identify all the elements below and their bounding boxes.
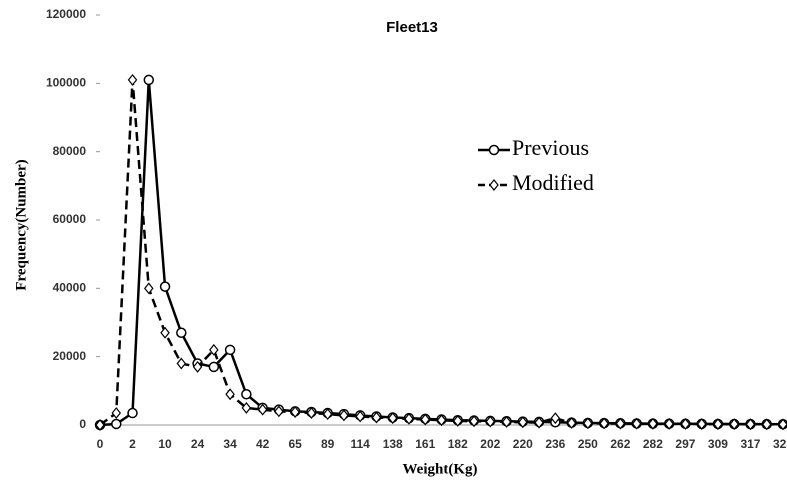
legend-marker bbox=[488, 144, 500, 156]
x-tick-label: 24 bbox=[191, 437, 205, 451]
data-point bbox=[322, 408, 333, 421]
data-point bbox=[501, 415, 512, 428]
data-point bbox=[339, 409, 349, 422]
data-point bbox=[778, 418, 787, 431]
data-point bbox=[159, 281, 171, 292]
x-tick-label: 0 bbox=[97, 437, 104, 451]
x-tick-label: 262 bbox=[610, 437, 630, 451]
y-axis-label: Frequency(Number) bbox=[13, 159, 29, 290]
data-point bbox=[160, 326, 170, 339]
data-point bbox=[224, 344, 236, 356]
data-point bbox=[208, 361, 220, 373]
y-tick-label: 0 bbox=[79, 417, 86, 431]
data-point bbox=[518, 416, 528, 429]
data-point bbox=[761, 418, 772, 431]
data-point bbox=[599, 417, 609, 430]
legend-label: Modified bbox=[512, 170, 594, 195]
data-point bbox=[290, 406, 300, 418]
data-point bbox=[729, 418, 739, 431]
data-point bbox=[176, 357, 187, 370]
data-point bbox=[404, 412, 414, 425]
x-tick-label: 34 bbox=[223, 437, 237, 451]
data-point bbox=[144, 282, 154, 295]
x-tick-label: 323 bbox=[773, 437, 787, 451]
x-tick-label: 236 bbox=[545, 437, 565, 451]
x-tick-label: 138 bbox=[383, 437, 403, 451]
x-tick-label: 89 bbox=[321, 437, 335, 451]
data-point bbox=[176, 327, 187, 338]
data-point bbox=[95, 419, 105, 431]
y-tick-label: 120000 bbox=[46, 7, 86, 21]
data-point bbox=[371, 411, 382, 424]
x-tick-label: 297 bbox=[675, 437, 695, 451]
data-point bbox=[664, 417, 674, 430]
data-point bbox=[680, 418, 691, 430]
x-tick-label: 42 bbox=[256, 437, 270, 451]
x-axis-label: Weight(Kg) bbox=[403, 461, 478, 477]
x-tick-label: 182 bbox=[448, 437, 468, 451]
data-point bbox=[127, 407, 138, 419]
data-point bbox=[485, 415, 496, 428]
data-point bbox=[111, 418, 122, 430]
series-line bbox=[99, 79, 784, 427]
x-tick-label: 65 bbox=[288, 437, 302, 451]
data-point bbox=[257, 403, 268, 416]
data-point bbox=[127, 73, 138, 86]
y-tick-label: 100000 bbox=[46, 76, 86, 90]
data-point bbox=[469, 415, 479, 428]
y-tick-label: 80000 bbox=[53, 144, 87, 158]
x-tick-label: 309 bbox=[708, 437, 728, 451]
data-point bbox=[648, 417, 658, 430]
data-point bbox=[241, 389, 252, 400]
data-point bbox=[192, 360, 203, 373]
data-point bbox=[306, 407, 317, 420]
data-point bbox=[615, 417, 626, 430]
data-point bbox=[534, 416, 544, 429]
x-tick-label: 161 bbox=[415, 437, 435, 451]
data-point bbox=[452, 414, 463, 427]
data-point bbox=[274, 405, 284, 418]
x-tick-label: 317 bbox=[740, 437, 760, 451]
series-line bbox=[99, 79, 784, 427]
x-tick-label: 220 bbox=[513, 437, 533, 451]
data-point bbox=[225, 388, 235, 401]
legend-marker bbox=[489, 179, 499, 191]
data-point bbox=[566, 416, 577, 429]
y-tick-label: 20000 bbox=[53, 349, 87, 363]
y-tick-label: 60000 bbox=[53, 212, 87, 226]
data-point bbox=[355, 410, 365, 423]
data-point bbox=[631, 417, 642, 430]
data-point bbox=[745, 418, 756, 431]
y-tick-label: 40000 bbox=[53, 281, 87, 295]
x-tick-label: 282 bbox=[643, 437, 663, 451]
data-point bbox=[209, 343, 219, 356]
x-tick-label: 202 bbox=[480, 437, 500, 451]
legend-label: Previous bbox=[512, 135, 589, 160]
data-point bbox=[143, 74, 155, 86]
data-point bbox=[696, 418, 707, 431]
data-point bbox=[387, 412, 398, 425]
data-point bbox=[111, 407, 122, 420]
x-tick-label: 10 bbox=[158, 437, 172, 451]
data-point bbox=[436, 414, 447, 427]
x-tick-label: 2 bbox=[129, 437, 136, 451]
data-point bbox=[420, 413, 431, 426]
data-point bbox=[550, 412, 561, 425]
data-point bbox=[583, 417, 593, 430]
chart-title: Fleet13 bbox=[386, 19, 438, 36]
x-tick-label: 250 bbox=[578, 437, 598, 451]
data-point bbox=[713, 418, 723, 431]
data-point bbox=[241, 401, 252, 414]
x-tick-label: 114 bbox=[351, 437, 371, 451]
